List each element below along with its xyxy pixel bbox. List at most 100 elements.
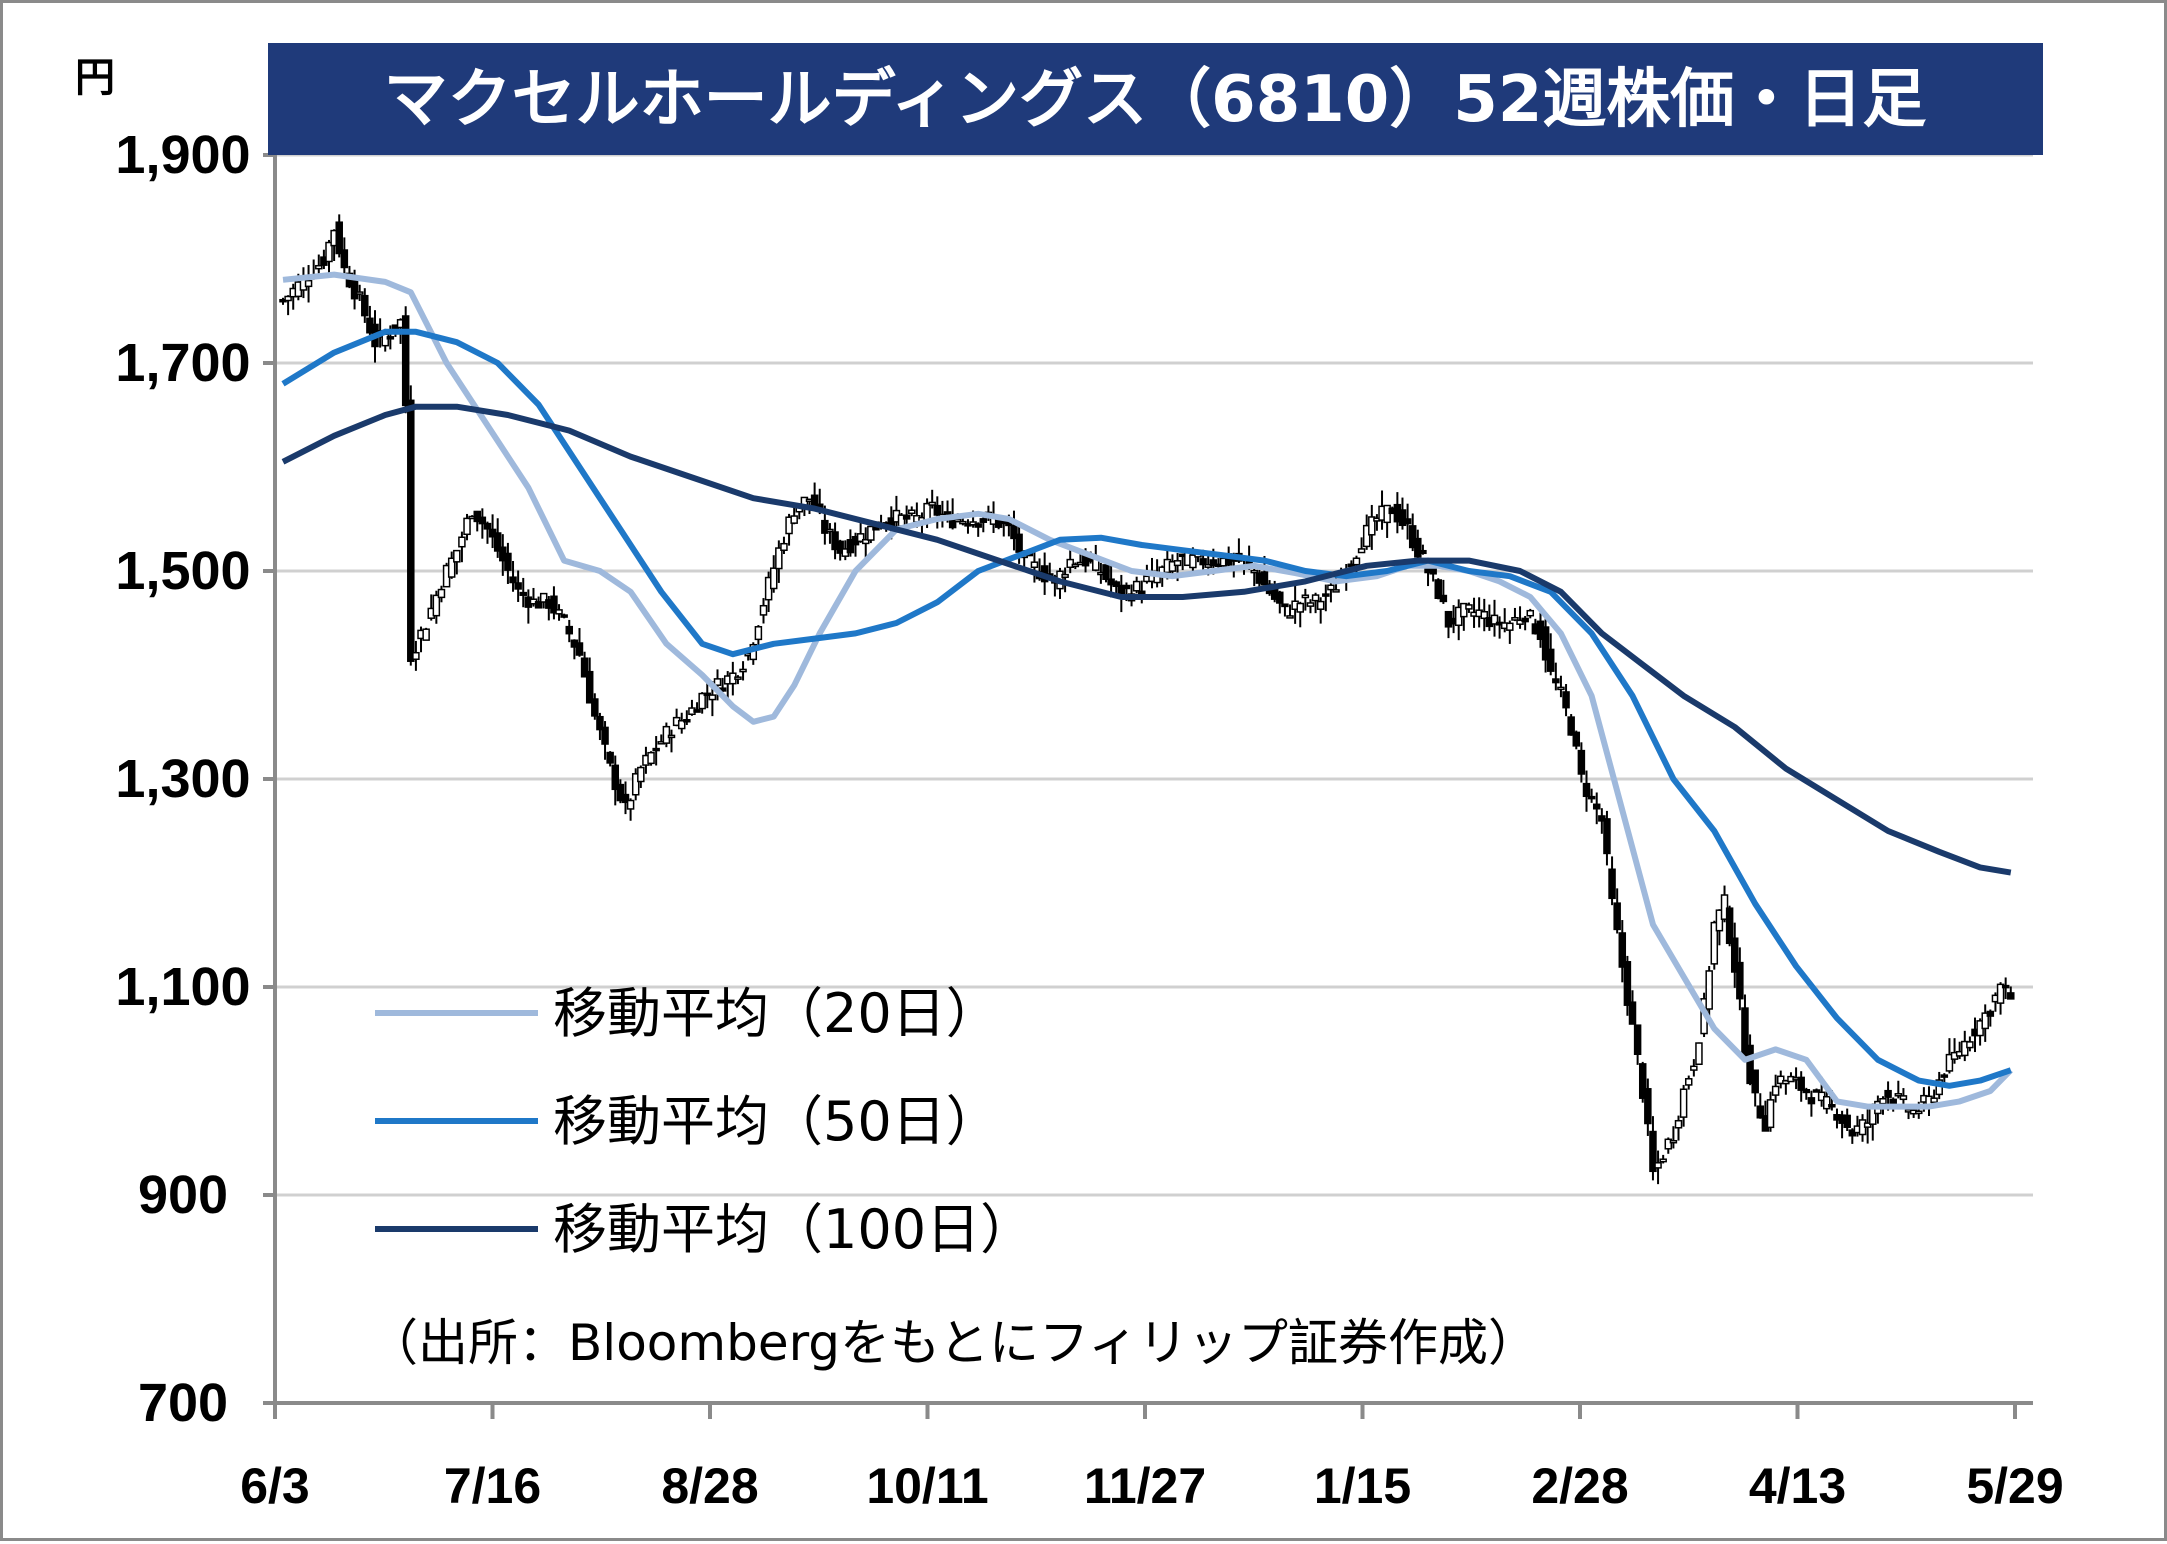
- candle-body: [1306, 602, 1315, 607]
- candle-body: [1812, 1089, 1821, 1093]
- x-tick-label: 11/27: [1084, 1458, 1206, 1514]
- candle-body: [1884, 1089, 1892, 1098]
- candle-body: [1930, 1097, 1938, 1104]
- candle-body: [1066, 558, 1074, 569]
- candle-body: [1715, 909, 1724, 932]
- candle-body: [1659, 1158, 1667, 1163]
- candle-body: [1460, 602, 1468, 618]
- candle-body: [1802, 1089, 1811, 1094]
- x-tick-label: 10/11: [866, 1458, 988, 1514]
- candle-body: [1894, 1093, 1903, 1097]
- y-tick-label: 1,900: [115, 125, 250, 185]
- candle-body: [1132, 580, 1141, 592]
- candle-body: [1915, 1110, 1923, 1115]
- candle-body: [1592, 803, 1601, 810]
- candle-body: [1010, 524, 1018, 540]
- y-tick-label: 1,700: [115, 333, 250, 393]
- candle-body: [601, 726, 609, 745]
- candle-body: [616, 783, 625, 802]
- candle-body: [1209, 559, 1218, 567]
- candle-body: [754, 626, 763, 641]
- candle-body: [1286, 615, 1294, 619]
- candle-body: [856, 533, 865, 543]
- candle-body: [1480, 611, 1489, 620]
- candle-body: [1633, 1024, 1642, 1056]
- candle-body: [1102, 564, 1110, 581]
- candle-body: [2001, 984, 2010, 989]
- candle-body: [1173, 560, 1182, 567]
- title-bar: [268, 43, 2043, 155]
- candle-body: [1403, 518, 1412, 525]
- axes: 700 900 1,100 1,300 1,500 1,700 1,900 6/3 7/16 8/…: [115, 125, 2063, 1514]
- candle-body: [1986, 1010, 1995, 1017]
- candle-body: [1730, 937, 1739, 973]
- candle-body: [734, 676, 742, 680]
- candle-body: [1623, 961, 1632, 1006]
- candle-body: [1408, 525, 1417, 549]
- price-chart: 700 900 1,100 1,300 1,500 1,700 1,900 6/3 7/16 8/…: [75, 43, 2064, 1514]
- candle-body: [1807, 1097, 1816, 1105]
- candle-body: [1828, 1104, 1836, 1108]
- candle-body: [790, 515, 798, 524]
- candle-body: [1577, 749, 1586, 775]
- candle-body: [652, 747, 660, 752]
- candle-body: [1260, 571, 1269, 586]
- candle-body: [1434, 579, 1443, 600]
- candle-body: [1879, 1098, 1887, 1105]
- candle-body: [447, 557, 456, 578]
- y-tick-label: 700: [138, 1373, 228, 1433]
- candle-body: [1771, 1085, 1780, 1096]
- candle-body: [1981, 1012, 1989, 1030]
- y-tick-label: 1,300: [115, 749, 250, 809]
- candle-body: [560, 614, 568, 618]
- candle-body: [1419, 549, 1427, 555]
- x-tick-label: 1/15: [1314, 1458, 1411, 1514]
- candle-body: [1296, 602, 1304, 613]
- candle-body: [412, 651, 420, 660]
- candle-body: [1899, 1095, 1908, 1101]
- candle-body: [1638, 1063, 1647, 1099]
- candle-body: [325, 241, 333, 263]
- candle-body: [1644, 1088, 1652, 1125]
- candle-body: [1071, 563, 1080, 568]
- candle-body: [933, 504, 942, 516]
- candle-body: [1705, 970, 1713, 1010]
- candle-body: [1736, 961, 1744, 1000]
- candle-body: [1720, 894, 1729, 920]
- candle-body: [1316, 600, 1325, 610]
- candle-body: [1557, 686, 1565, 691]
- candle-body: [1368, 516, 1376, 536]
- candle-body: [1863, 1122, 1872, 1128]
- candle-body: [1823, 1095, 1831, 1110]
- candle-body: [453, 549, 461, 563]
- candle-body: [1756, 1105, 1765, 1119]
- candle-body: [1695, 1042, 1703, 1066]
- candle-body: [1679, 1088, 1688, 1118]
- candle-body: [1797, 1076, 1805, 1091]
- candle-body: [943, 511, 952, 515]
- candle-body: [585, 670, 594, 704]
- candle-body: [1414, 537, 1422, 558]
- candle-body: [1506, 622, 1514, 631]
- x-tick-label: 6/3: [240, 1458, 310, 1514]
- candle-body: [407, 399, 415, 662]
- legend-label: 移動平均（20日）: [553, 982, 1000, 1045]
- candle-body: [575, 642, 584, 656]
- candle-body: [1465, 604, 1473, 610]
- candle-body: [1189, 554, 1197, 569]
- candle-body: [1322, 593, 1330, 597]
- moving-average-line: [281, 403, 2012, 876]
- candle-body: [1332, 589, 1340, 593]
- candle-body: [954, 518, 962, 523]
- candle-body: [1766, 1099, 1775, 1129]
- candle-body: [780, 542, 788, 552]
- moving-average-line: [281, 328, 2012, 1089]
- candle-body: [861, 538, 870, 545]
- gridlines: [275, 153, 2033, 1197]
- candle-body: [1618, 932, 1627, 968]
- candle-body: [647, 751, 655, 765]
- candle-body: [621, 793, 630, 804]
- candle-body: [677, 720, 686, 730]
- candle-body: [1352, 557, 1361, 566]
